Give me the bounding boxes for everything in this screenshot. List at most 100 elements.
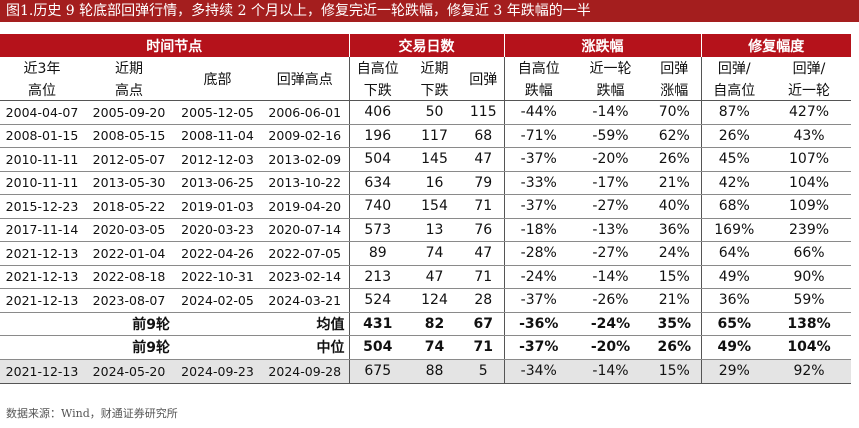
table-cell: 2021-12-13 (0, 288, 84, 313)
table-cell: 21% (648, 288, 702, 313)
col-header-recovery-vs-high: 回弹/ (700, 57, 768, 79)
table-cell: 2023-08-07 (84, 288, 174, 313)
col-header-3y-high: 近3年 (23, 61, 61, 77)
table-cell: 16 (406, 171, 463, 195)
summary-label-left: 前9轮 (0, 335, 174, 360)
table-cell: 36% (700, 288, 768, 313)
table-cell: 2005-12-05 (174, 100, 261, 125)
table-cell: 74 (406, 241, 463, 266)
table-cell: -34% (503, 358, 573, 384)
col-header-recent-high: 近期 (115, 61, 143, 77)
table-cell: 124 (406, 288, 463, 313)
table-cell: 71 (463, 335, 504, 360)
table-cell: 2021-12-13 (0, 241, 84, 266)
table-cell: -36% (503, 312, 573, 336)
source-note: 数据来源：Wind，财通证券研究所 (6, 407, 178, 420)
table-body: 2004-04-07 2005-09-20 2005-12-05 2006-06-01… (0, 100, 852, 313)
col-header-days-recent: 近期 (420, 61, 449, 77)
col-header-bottom: 底部 (203, 71, 232, 88)
table-cell: 47 (406, 265, 463, 289)
table-cell: 431 (348, 312, 406, 336)
table-cell: -37% (503, 147, 573, 172)
table-cell: 109% (767, 194, 852, 219)
table-cell: 107% (767, 147, 852, 172)
table-cell: 2006-06-01 (261, 100, 349, 125)
table-cell: 15% (648, 358, 702, 384)
table-row: 2015-12-23 2018-05-22 2019-01-03 2019-04-20… (0, 194, 852, 219)
table-current: 2021-12-13 2024-05-20 2024-09-23 2024-09-28… (0, 358, 852, 384)
table-cell: 66% (767, 241, 852, 266)
table-cell: 104% (767, 335, 852, 360)
table-cell: 213 (348, 265, 406, 289)
table-cell: -18% (503, 218, 573, 242)
col-header-rebound-gain-line2: 涨幅 (660, 82, 689, 99)
table-cell: -37% (503, 335, 573, 360)
col-header-days-from-high: 自高位 (348, 57, 406, 79)
table-cell: 2022-07-05 (261, 241, 349, 266)
table-cell: 2024-02-05 (174, 288, 261, 313)
summary-row-mean: 前9轮 均值 431 82 67 -36% -24% 35% 65% 138% (0, 312, 852, 336)
table-cell: 115 (463, 100, 504, 125)
table-cell: 239% (767, 218, 852, 242)
table-cell: 2024-03-21 (261, 288, 349, 313)
table-cell: 90% (767, 265, 852, 289)
table-cell: -20% (573, 335, 648, 360)
table-cell: -37% (503, 194, 573, 219)
table-cell: -24% (573, 312, 648, 336)
table-cell: -71% (503, 124, 573, 148)
table-cell: -24% (503, 265, 573, 289)
col-header-3y-high-line2: 高位 (28, 82, 56, 99)
col-header-days-rebound: 回弹 (469, 71, 498, 88)
group-header-recovery: 修复幅度 (700, 34, 852, 57)
table-cell: 117 (406, 124, 463, 148)
column-header-row-2: 高位 高点 下跌 下跌 跌幅 跌幅 涨幅 自高位 近一轮 (0, 79, 852, 101)
table-cell: 2021-12-13 (0, 358, 84, 384)
group-header-row: 时间节点 交易日数 涨跌幅 修复幅度 (0, 34, 852, 57)
table-cell: 2024-09-23 (174, 358, 261, 384)
table-cell: 67 (463, 312, 504, 336)
table-cell: 2022-04-26 (174, 241, 261, 266)
table-cell: 2019-01-03 (174, 194, 261, 219)
col-header-drop-from-high-line2: 跌幅 (503, 79, 573, 101)
table-cell: 2013-06-25 (174, 171, 261, 195)
table-cell: 49% (700, 265, 768, 289)
table-row: 2008-01-15 2008-05-15 2008-11-04 2009-02-16… (0, 124, 852, 148)
table-row: 2010-11-11 2013-05-30 2013-06-25 2013-10-22… (0, 171, 852, 195)
table-cell: 427% (767, 100, 852, 125)
table-cell: 5 (463, 358, 504, 384)
col-header-days-recent-line2: 下跌 (420, 82, 449, 99)
col-header-drop-from-high: 自高位 (503, 57, 573, 79)
table-row: 2010-11-11 2012-05-07 2012-12-03 2013-02-09… (0, 147, 852, 172)
table-cell: 675 (348, 358, 406, 384)
table-cell: 2008-01-15 (0, 124, 84, 148)
table-cell: 87% (700, 100, 768, 125)
col-header-rebound-gain: 回弹 (660, 61, 689, 77)
table-cell: 2013-10-22 (261, 171, 349, 195)
table-cell: -14% (573, 100, 648, 125)
table-cell: 524 (348, 288, 406, 313)
table-cell: 2021-12-13 (0, 265, 84, 289)
table-cell: 71 (463, 265, 504, 289)
summary-label-right: 均值 (174, 312, 349, 336)
table-cell: 26% (648, 147, 702, 172)
table-cell: 2008-11-04 (174, 124, 261, 148)
col-header-recovery-vs-recent: 回弹/ (792, 61, 826, 77)
table-cell: 2020-03-23 (174, 218, 261, 242)
table-cell: 49% (700, 335, 768, 360)
col-header-days-from-high-line2: 下跌 (348, 79, 406, 101)
table-cell: 21% (648, 171, 702, 195)
table-cell: 406 (348, 100, 406, 125)
table-cell: 2017-11-14 (0, 218, 84, 242)
table-cell: 68 (463, 124, 504, 148)
table-cell: 2022-01-04 (84, 241, 174, 266)
table-row: 2021-12-13 2022-01-04 2022-04-26 2022-07-05… (0, 241, 852, 266)
table-cell: 29% (700, 358, 768, 384)
table-cell: 88 (406, 358, 463, 384)
table-cell: 71 (463, 194, 504, 219)
table-cell: -14% (573, 358, 648, 384)
figure-title: 图1.历史 9 轮底部回弹行情，多持续 2 个月以上，修复完近一轮跌幅，修复近 … (6, 3, 591, 19)
table-cell: 504 (348, 147, 406, 172)
table-cell: 24% (648, 241, 702, 266)
table-summary: 前9轮 均值 431 82 67 -36% -24% 35% 65% 138% … (0, 312, 852, 360)
group-header-trading-days: 交易日数 (348, 34, 504, 57)
